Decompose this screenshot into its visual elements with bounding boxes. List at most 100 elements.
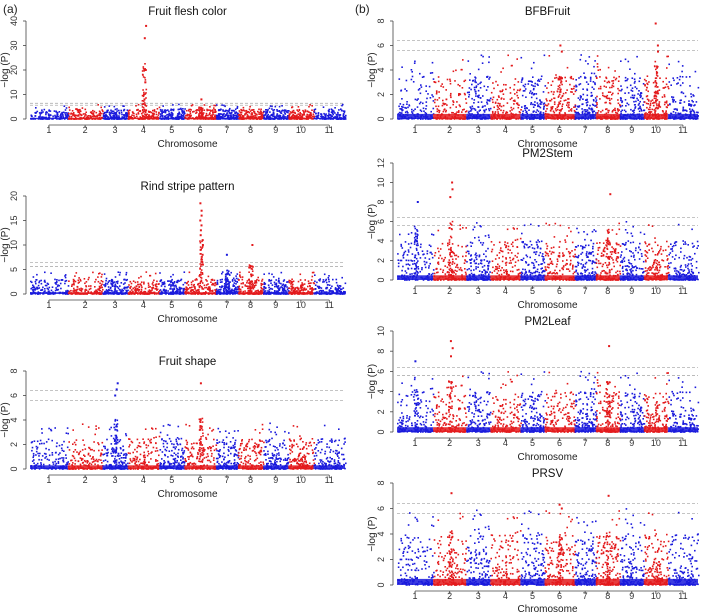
snp-point: [287, 111, 289, 114]
snp-point: [142, 106, 145, 109]
snp-point: [191, 104, 194, 106]
snp-point: [40, 282, 43, 285]
snp-point: [316, 281, 318, 284]
snp-point: [100, 112, 102, 115]
snp-point: [217, 114, 220, 116]
snp-point: [151, 287, 153, 289]
snp-point: [51, 452, 54, 454]
snp-point: [93, 449, 95, 452]
snp-point: [258, 116, 261, 118]
snp-point: [77, 111, 79, 113]
snp-point: [158, 283, 160, 285]
snp-point: [223, 442, 225, 444]
snp-point: [188, 108, 190, 111]
snp-point: [94, 291, 96, 293]
snp-point: [293, 290, 296, 293]
peak-point: [225, 283, 228, 286]
snp-point: [152, 281, 154, 284]
snp-point: [144, 461, 147, 464]
snp-point: [96, 116, 99, 118]
snp-point: [320, 287, 323, 289]
peak-point: [201, 107, 204, 110]
snp-point: [167, 290, 169, 292]
snp-point: [249, 116, 251, 119]
y-axis-label: −log (P): [0, 52, 11, 87]
snp-point: [237, 430, 239, 432]
snp-point: [314, 288, 317, 290]
snp-point: [322, 279, 325, 281]
snp-point: [205, 456, 208, 459]
snp-point: [95, 290, 98, 292]
snp-point: [228, 112, 231, 114]
snp-point: [71, 283, 73, 286]
snp-point: [159, 108, 162, 111]
snp-point: [267, 450, 269, 453]
snp-point: [55, 462, 58, 465]
snp-point: [279, 460, 281, 463]
snp-point: [230, 109, 233, 112]
snp-point: [223, 446, 225, 449]
snp-point: [116, 290, 118, 292]
snp-point: [116, 110, 118, 112]
snp-point: [64, 109, 67, 111]
snp-point: [221, 455, 224, 458]
snp-point: [318, 287, 320, 289]
snp-point: [274, 105, 277, 108]
snp-point: [292, 280, 295, 283]
snp-point: [227, 448, 230, 451]
snp-point: [165, 440, 167, 443]
snp-point: [288, 281, 291, 284]
snp-point: [78, 113, 81, 115]
snp-point: [271, 456, 274, 459]
y-tick-label: 20: [9, 65, 19, 75]
snp-point: [168, 280, 170, 282]
snp-point: [187, 449, 190, 451]
snp-point: [276, 110, 279, 112]
snp-point: [111, 280, 114, 283]
snp-point: [143, 458, 146, 461]
snp-point: [83, 116, 85, 119]
snp-point: [161, 438, 163, 441]
snp-point: [283, 111, 286, 113]
snp-point: [190, 283, 193, 286]
snp-point: [97, 280, 100, 283]
snp-dense-band: [102, 117, 128, 119]
snp-point: [196, 455, 199, 458]
snp-point: [153, 109, 156, 111]
snp-point: [143, 451, 145, 454]
snp-point: [35, 282, 37, 285]
snp-point: [100, 453, 102, 456]
snp-point: [230, 114, 232, 116]
snp-point: [52, 115, 54, 117]
snp-point: [48, 114, 51, 117]
snp-point: [80, 116, 82, 119]
peak-point: [226, 277, 229, 279]
snp-point: [251, 109, 254, 111]
snp-point: [202, 447, 205, 449]
snp-point: [114, 276, 117, 278]
snp-point: [144, 109, 146, 112]
snp-point: [31, 115, 33, 117]
snp-point: [279, 457, 282, 460]
snp-point: [182, 451, 184, 454]
snp-point: [54, 116, 57, 118]
snp-point: [230, 462, 232, 465]
snp-point: [215, 448, 218, 450]
snp-point: [287, 110, 289, 112]
snp-point: [129, 444, 131, 446]
snp-point: [249, 463, 251, 465]
snp-point: [284, 457, 287, 460]
snp-point: [236, 462, 239, 464]
peak-point: [141, 70, 144, 72]
snp-point: [257, 116, 259, 118]
snp-point: [81, 107, 84, 109]
snp-point: [311, 105, 313, 107]
snp-point: [85, 281, 88, 283]
snp-point: [208, 287, 210, 290]
x-axis-label: Chromosome: [157, 139, 217, 150]
snp-point: [170, 109, 172, 111]
snp-point: [88, 446, 90, 449]
snp-point: [99, 113, 101, 115]
snp-point: [154, 272, 157, 275]
snp-point: [240, 113, 243, 116]
